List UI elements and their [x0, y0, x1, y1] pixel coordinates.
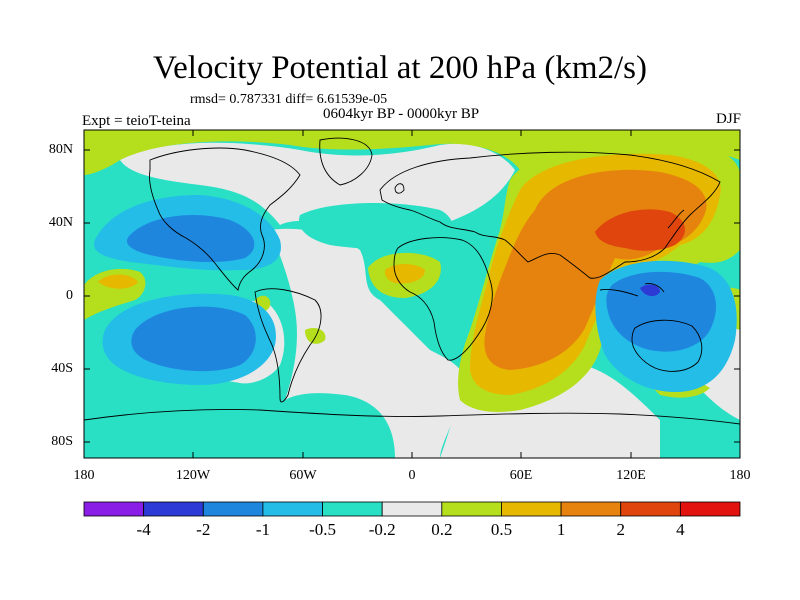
field-green-arctic [84, 130, 740, 175]
y-tick-80S: 80S [51, 434, 73, 449]
coastlines [84, 137, 740, 425]
colorbar-label: 0.5 [490, 520, 513, 539]
coastline-south-america [254, 288, 322, 403]
field-yellow-africa [384, 264, 425, 284]
field-yellow-west-pacific [98, 274, 138, 289]
coastline-japan [667, 209, 685, 229]
x-tick-60E: 60E [509, 468, 533, 483]
coastline-north-america [149, 147, 301, 291]
stats-line: rmsd= 0.787331 diff= 6.61539e-05 [190, 92, 388, 107]
colorbar-swatch [322, 501, 383, 517]
coastline-africa [393, 237, 493, 361]
colorbar-label: -4 [136, 520, 151, 539]
contour-field [84, 130, 740, 458]
x-tick-180e: 180 [729, 468, 751, 483]
field-blue-south-pacific [131, 306, 256, 372]
colorbar-swatch [620, 501, 681, 517]
colorbar-swatch [679, 501, 741, 517]
colorbar-label: -0.2 [368, 520, 396, 539]
y-tick-40S: 40S [51, 361, 73, 376]
colorbar-label: -1 [255, 520, 270, 539]
coastline-australia [631, 319, 703, 372]
field-green-south-atlantic [305, 328, 326, 344]
coastline-eurasia [379, 151, 721, 279]
colorbar-swatch [143, 501, 204, 517]
y-tick-40N: 40N [48, 215, 73, 230]
colorbar [83, 501, 741, 517]
x-tick-120W: 120W [175, 468, 211, 483]
x-tick-180w: 180 [73, 468, 95, 483]
colorbar-swatch [202, 501, 264, 517]
x-tick-120E: 120E [616, 468, 646, 483]
coastline-greenland [319, 137, 373, 186]
field-teal-mid-atlantic [299, 203, 453, 249]
colorbar-label: 4 [676, 520, 685, 539]
experiment-line: Expt = teioT-teina [82, 113, 191, 129]
colorbar-swatch [560, 501, 622, 517]
season-label: DJF [715, 111, 741, 127]
period-line: 0604kyr BP - 0000kyr BP [323, 106, 480, 122]
chart-title: Velocity Potential at 200 hPa (km2/s) [152, 50, 648, 86]
colorbar-label: 1 [556, 520, 566, 539]
colorbar-label: -2 [196, 520, 211, 539]
x-tick-60W: 60W [289, 468, 317, 483]
coastline-indonesia [599, 283, 665, 297]
colorbar-swatch [441, 501, 502, 517]
colorbar-swatch [262, 501, 323, 517]
field-blue-north-pacific [126, 215, 255, 262]
y-tick-80N: 80N [48, 142, 73, 157]
colorbar-label: -0.5 [309, 520, 336, 539]
colorbar-label: 2 [616, 520, 625, 539]
y-tick-0: 0 [66, 288, 73, 303]
colorbar-label: 0.2 [431, 520, 453, 539]
coastline-antarctica [84, 409, 740, 425]
axis-ticks [83, 130, 741, 458]
field-neutral-atlantic [270, 228, 466, 458]
colorbar-swatch [501, 501, 562, 517]
field-red-east-asia [595, 209, 686, 251]
field-blue-maritime [606, 271, 716, 352]
colorbar-swatch [83, 501, 145, 517]
colorbar-swatch [381, 501, 443, 517]
x-tick-0: 0 [408, 468, 416, 483]
field-darkblue-maritime [640, 284, 660, 297]
coastline-uk [394, 183, 405, 194]
